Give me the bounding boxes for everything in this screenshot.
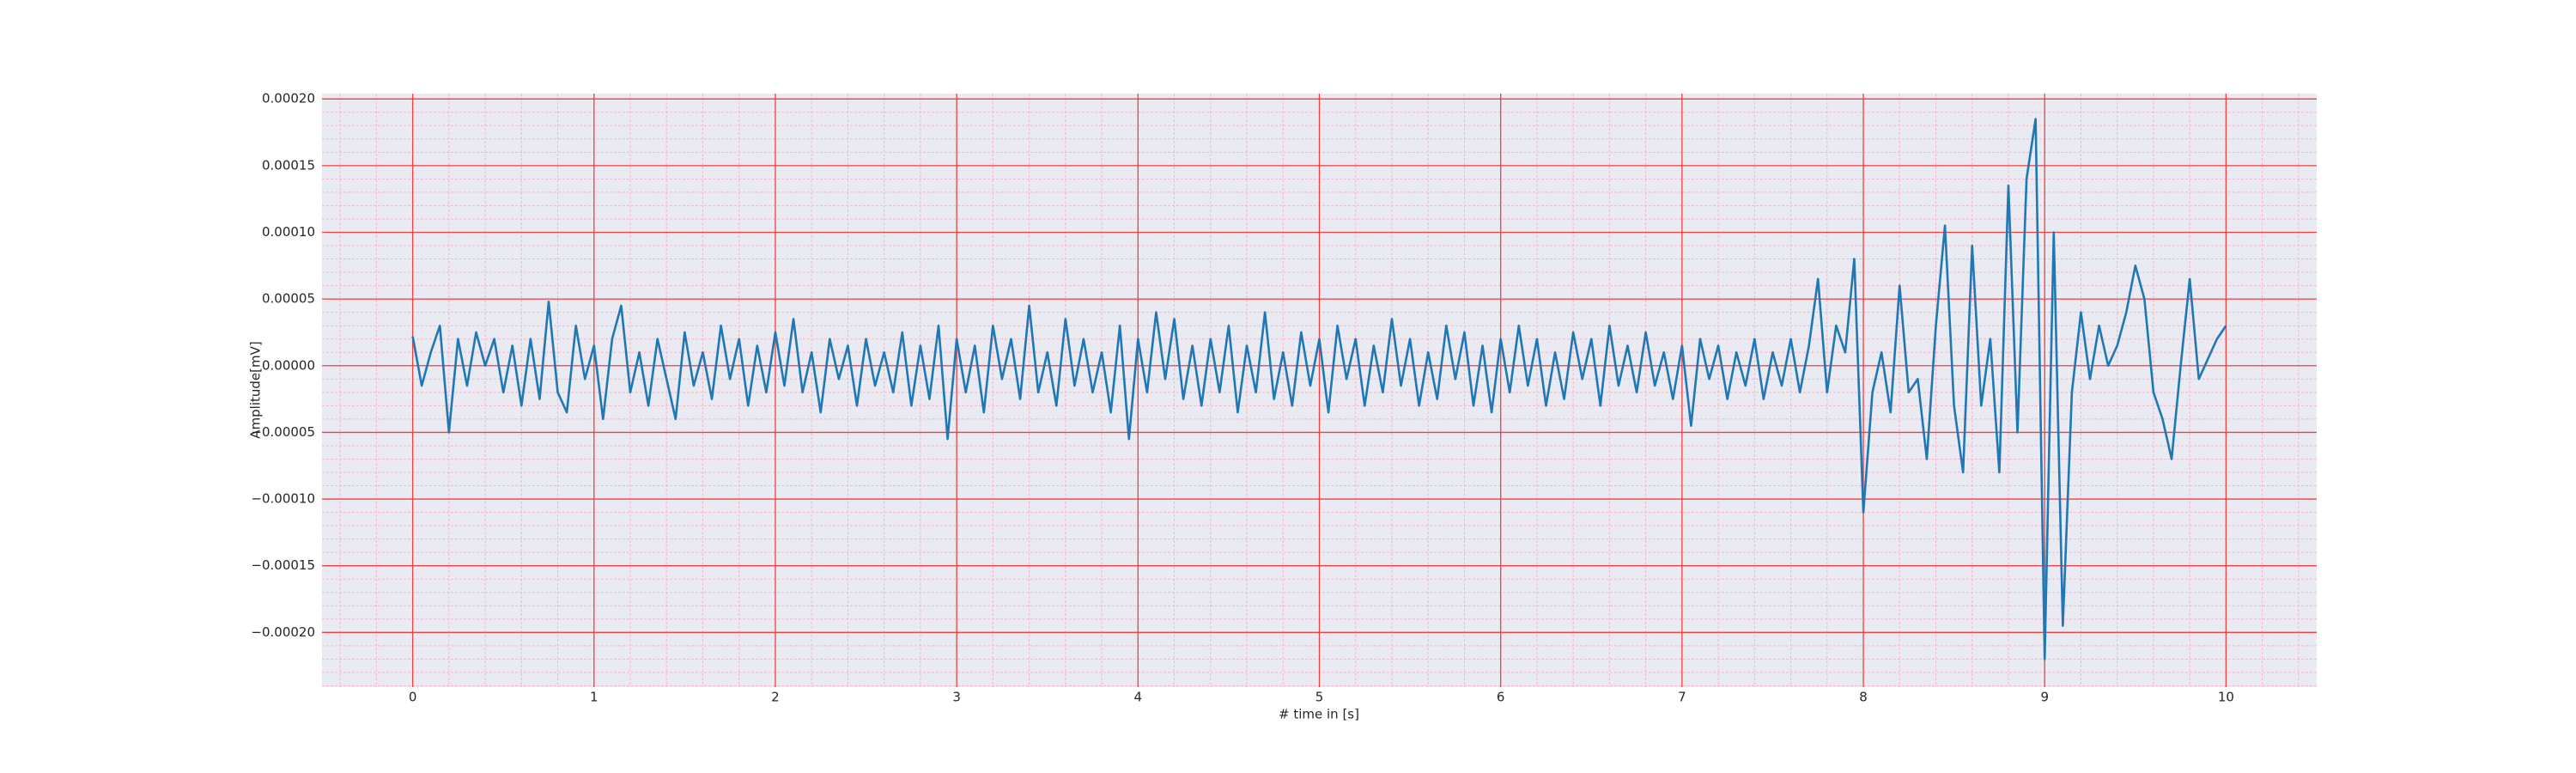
y-tick-label: 0.00020 bbox=[262, 91, 315, 107]
y-tick-label: −0.00005 bbox=[251, 424, 315, 440]
marks bbox=[411, 118, 2227, 660]
y-tick-label: 0.00015 bbox=[262, 157, 315, 173]
x-axis-label: # time in [s] bbox=[1279, 707, 1359, 722]
y-tick-label: 0.00005 bbox=[262, 291, 315, 307]
x-tick-label: 0 bbox=[409, 690, 417, 705]
x-tick-label: 9 bbox=[2040, 690, 2049, 705]
x-tick-label: 10 bbox=[2218, 690, 2234, 705]
x-tick-label: 8 bbox=[1859, 690, 1868, 705]
y-tick-label: 0.00000 bbox=[262, 357, 315, 373]
signal-line bbox=[411, 118, 2227, 660]
grid bbox=[322, 94, 2317, 687]
x-tick-label: 3 bbox=[952, 690, 961, 705]
y-tick-label: −0.00010 bbox=[251, 491, 315, 507]
y-axis-label: Amplitude[mV] bbox=[248, 341, 264, 438]
x-tick-label: 6 bbox=[1497, 690, 1505, 705]
y-tick-label: −0.00015 bbox=[251, 557, 315, 573]
x-tick-label: 7 bbox=[1678, 690, 1686, 705]
x-tick-label: 1 bbox=[590, 690, 598, 705]
x-tick-label: 4 bbox=[1134, 690, 1143, 705]
y-tick-label: 0.00010 bbox=[262, 224, 315, 240]
x-tick-label: 5 bbox=[1315, 690, 1324, 705]
x-tick-label: 2 bbox=[771, 690, 780, 705]
y-tick-label: −0.00020 bbox=[251, 624, 315, 640]
